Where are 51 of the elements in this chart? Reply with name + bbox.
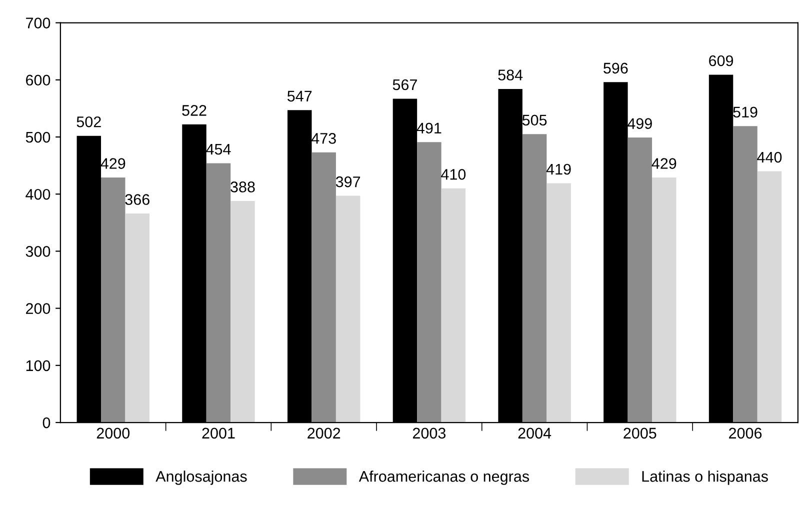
data-label: 505 — [522, 114, 547, 126]
x-tick-label: 2000 — [96, 428, 130, 439]
bar — [757, 171, 782, 423]
data-label: 491 — [416, 122, 442, 134]
data-label: 473 — [311, 133, 336, 144]
data-label: 596 — [604, 62, 628, 74]
y-tick-label: 500 — [26, 132, 50, 143]
legend-label: Afroamericanas o negras — [358, 470, 530, 485]
bar — [125, 214, 150, 423]
data-label: 419 — [546, 164, 571, 175]
data-label: 584 — [498, 70, 523, 80]
data-label: 440 — [757, 152, 782, 163]
y-tick-label: 0 — [42, 417, 50, 428]
bar — [206, 163, 231, 423]
data-label: 397 — [336, 176, 360, 188]
data-label: 388 — [230, 182, 255, 192]
data-label: 429 — [652, 158, 676, 169]
x-tick-label: 2006 — [729, 428, 762, 439]
data-label: 502 — [76, 116, 101, 128]
data-label: 522 — [182, 105, 206, 116]
data-label: 609 — [709, 55, 734, 66]
bar — [101, 178, 126, 423]
y-tick-label: 200 — [26, 303, 50, 314]
bar — [417, 142, 442, 423]
x-tick-label: 2004 — [518, 428, 552, 439]
bar — [230, 200, 255, 423]
bar — [522, 134, 547, 423]
data-label: 547 — [287, 90, 312, 102]
x-tick-label: 2003 — [412, 428, 446, 439]
y-tick-label: 100 — [26, 360, 50, 372]
y-tick-label: 300 — [26, 246, 50, 257]
data-label: 429 — [100, 158, 126, 169]
bar — [312, 152, 336, 423]
bar — [546, 183, 571, 423]
data-label: 366 — [125, 194, 150, 205]
legend-label: Anglosajonas — [156, 470, 247, 485]
bar — [628, 138, 652, 423]
x-tick-label: 2005 — [624, 428, 656, 439]
bar — [441, 188, 466, 423]
legend-label: Latinas o hispanas — [642, 470, 768, 485]
y-tick-label: 600 — [26, 74, 50, 86]
data-label: 519 — [733, 106, 758, 118]
bar — [733, 126, 758, 423]
data-label: 410 — [441, 168, 466, 180]
bar — [652, 178, 676, 423]
x-tick-label: 2001 — [202, 428, 235, 439]
bar — [336, 196, 360, 423]
y-tick-label: 700 — [26, 18, 50, 28]
x-tick-label: 2002 — [308, 428, 340, 439]
y-tick-label: 400 — [26, 188, 50, 200]
data-label: 567 — [392, 79, 417, 90]
